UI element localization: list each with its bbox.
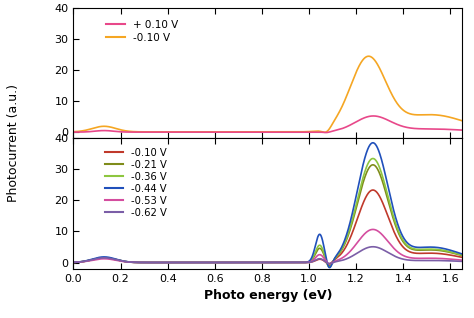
Legend: -0.10 V, -0.21 V, -0.36 V, -0.44 V, -0.53 V, -0.62 V: -0.10 V, -0.21 V, -0.36 V, -0.44 V, -0.5… xyxy=(102,145,170,221)
Text: Photocurrent (a.u.): Photocurrent (a.u.) xyxy=(7,84,20,202)
X-axis label: Photo energy (eV): Photo energy (eV) xyxy=(203,289,332,302)
Legend: + 0.10 V, -0.10 V: + 0.10 V, -0.10 V xyxy=(102,16,182,47)
